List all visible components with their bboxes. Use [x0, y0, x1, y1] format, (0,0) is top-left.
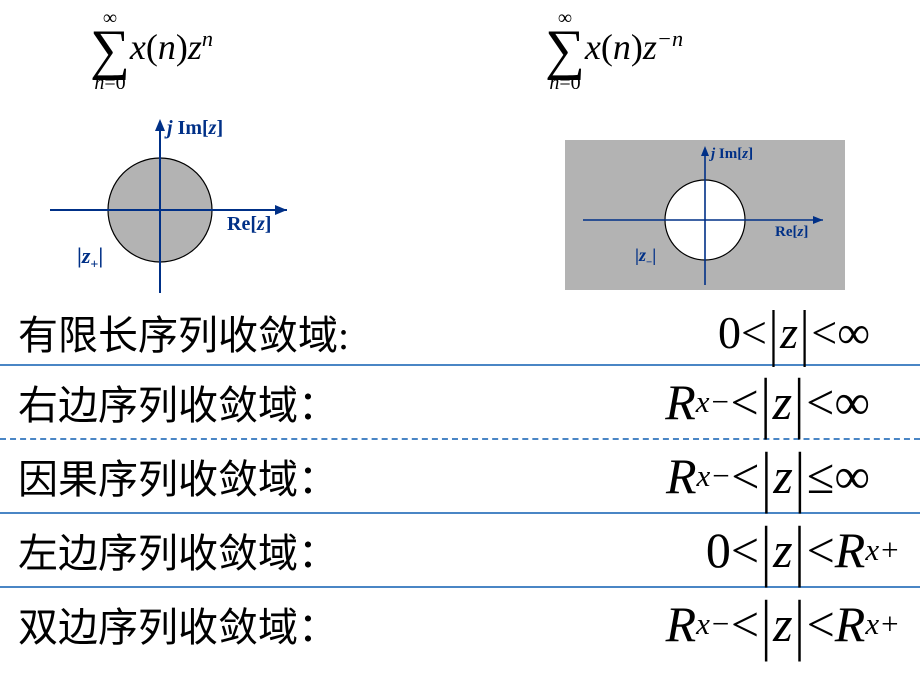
- summand: x(n)z−n: [585, 27, 683, 67]
- row-formula: Rx− < |z| < ∞: [665, 373, 920, 431]
- row-label: 左边序列收敛域：: [0, 521, 338, 579]
- row-formula: 0 < |z| < Rx+: [706, 521, 920, 579]
- roc-table: 有限长序列收敛域: 0 < |z| < ∞ 右边序列收敛域： Rx− < |z|…: [0, 300, 920, 660]
- exponent: n: [202, 26, 213, 51]
- formula-negative-exponent: ∞ ∑ n=0 x(n)z−n: [545, 10, 683, 92]
- roc-diagram-outside-circle: j Im[z] Re[z] |z−|: [565, 140, 845, 290]
- radius-label: |z−|: [635, 245, 656, 269]
- row-formula: Rx− < |z| < Rx+: [666, 595, 920, 653]
- row-two-sided: 双边序列收敛域： Rx− < |z| < Rx+: [0, 588, 920, 660]
- summation-symbol: ∞ ∑ n=0: [545, 10, 585, 92]
- row-right-sided: 右边序列收敛域： Rx− < |z| < ∞: [0, 366, 920, 438]
- formula-positive-exponent: ∞ ∑ n=0 x(n)zn: [90, 10, 213, 92]
- roc-diagram-inside-circle: j Im[z] Re[z] |z+|: [45, 115, 315, 295]
- real-axis-label: Re[z]: [775, 224, 808, 241]
- row-finite-sequence: 有限长序列收敛域: 0 < |z| < ∞: [0, 300, 920, 364]
- exponent: −n: [657, 26, 683, 51]
- imaginary-axis-label: j Im[z]: [167, 117, 223, 140]
- radius-label: |z+|: [77, 243, 103, 273]
- summand: x(n)zn: [130, 27, 213, 67]
- row-label: 双边序列收敛域：: [0, 595, 338, 653]
- row-label: 右边序列收敛域：: [0, 373, 338, 431]
- row-causal: 因果序列收敛域： Rx− < |z| ≤ ∞: [0, 440, 920, 512]
- row-formula: 0 < |z| < ∞: [718, 306, 920, 359]
- imaginary-axis-label: j Im[z]: [711, 146, 753, 163]
- summation-symbol: ∞ ∑ n=0: [90, 10, 130, 92]
- sum-lower-limit: n=0: [545, 75, 585, 92]
- sigma-icon: ∑: [545, 27, 585, 75]
- row-formula: Rx− < |z| ≤ ∞: [666, 447, 920, 505]
- top-region: ∞ ∑ n=0 x(n)zn ∞ ∑ n=0 x(n)z−n j Im[z] R…: [0, 0, 920, 300]
- roc-plot-icon: [565, 140, 845, 290]
- real-axis-label: Re[z]: [227, 213, 271, 236]
- row-label: 因果序列收敛域：: [0, 447, 338, 505]
- sigma-icon: ∑: [90, 27, 130, 75]
- row-left-sided: 左边序列收敛域： 0 < |z| < Rx+: [0, 514, 920, 586]
- sum-lower-limit: n=0: [90, 75, 130, 92]
- row-label: 有限长序列收敛域:: [0, 303, 349, 361]
